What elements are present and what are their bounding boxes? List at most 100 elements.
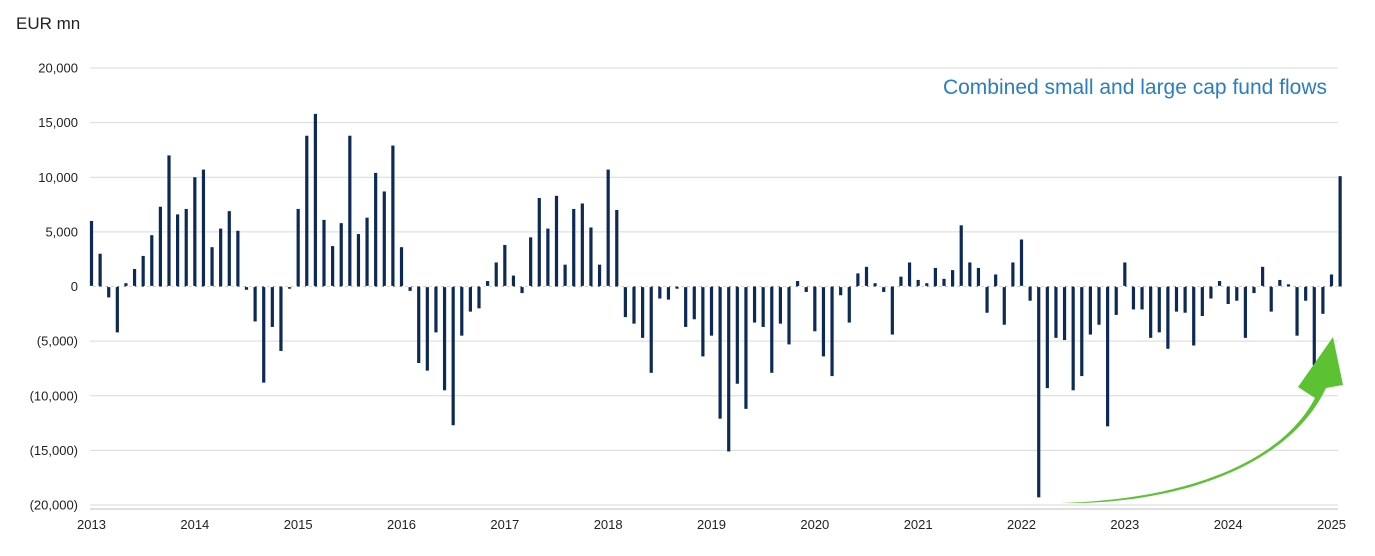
bar: [98, 253, 102, 287]
bar: [279, 286, 283, 351]
bar: [477, 286, 481, 309]
bar: [856, 273, 860, 287]
bar: [193, 177, 197, 287]
y-axis-unit-label: EUR mn: [16, 14, 81, 33]
bar: [899, 276, 903, 287]
bar: [709, 286, 714, 336]
bar: [1062, 286, 1067, 341]
y-tick-label: (15,000): [30, 443, 78, 458]
bars-layer: [89, 113, 1342, 498]
bar: [847, 286, 851, 323]
bar: [563, 264, 567, 287]
bar: [976, 267, 981, 287]
bar: [1338, 176, 1342, 287]
bar: [692, 286, 696, 320]
bar: [839, 286, 843, 296]
bar: [511, 275, 516, 287]
bar: [1278, 279, 1282, 287]
growth-arrow: [1060, 337, 1343, 504]
bar: [132, 269, 137, 287]
x-tick-label: 2022: [1007, 517, 1036, 532]
bar: [399, 247, 404, 287]
x-tick-label: 2014: [180, 517, 209, 532]
bar: [1106, 286, 1110, 427]
bar: [744, 286, 748, 409]
bar: [994, 274, 998, 287]
bar: [150, 235, 154, 287]
bar: [752, 286, 757, 323]
bar: [572, 208, 576, 287]
bar: [666, 286, 671, 300]
bar: [1269, 286, 1273, 312]
bar: [1312, 286, 1316, 366]
bar: [408, 286, 412, 291]
bar: [951, 270, 955, 287]
bar: [374, 172, 378, 287]
bar: [339, 223, 343, 287]
bar: [296, 208, 300, 287]
bar: [1028, 286, 1032, 301]
bar: [486, 281, 490, 287]
bar: [1071, 286, 1075, 391]
bar: [830, 286, 834, 377]
bar: [141, 255, 145, 287]
bar: [434, 286, 438, 333]
bar: [460, 286, 464, 336]
bar: [813, 286, 817, 332]
chart-title: Combined small and large cap fund flows: [942, 76, 1327, 99]
bar: [701, 286, 705, 357]
bar: [1019, 239, 1024, 287]
bar: [1157, 286, 1161, 333]
bar: [305, 135, 309, 287]
bar: [615, 210, 619, 287]
x-tick-label: 2016: [387, 517, 416, 532]
bar: [890, 286, 894, 335]
bar: [1183, 286, 1187, 313]
bar: [597, 264, 602, 287]
bar: [933, 267, 937, 287]
bar: [554, 195, 559, 287]
x-tick-label: 2018: [594, 517, 623, 532]
bar: [925, 283, 929, 287]
x-tick-label: 2019: [697, 517, 726, 532]
bar: [778, 286, 782, 324]
bar: [451, 286, 455, 426]
bar: [1209, 286, 1213, 299]
bar: [1131, 286, 1136, 310]
x-tick-label: 2020: [800, 517, 829, 532]
bar: [253, 286, 257, 322]
bar: [882, 286, 886, 292]
bar: [382, 191, 386, 287]
bar: [1166, 286, 1170, 349]
bar: [520, 286, 524, 294]
grid-layer: [90, 67, 1338, 506]
bar: [1226, 286, 1230, 304]
bar: [356, 234, 361, 287]
bar: [907, 262, 912, 287]
x-tick-label: 2025: [1317, 517, 1346, 532]
x-tick-label: 2013: [77, 517, 106, 532]
bar: [1304, 286, 1308, 301]
bar: [580, 203, 584, 287]
x-tick-label: 2023: [1110, 517, 1139, 532]
bar: [623, 286, 627, 318]
bar: [1192, 286, 1196, 346]
bar: [804, 286, 808, 292]
bar: [985, 286, 989, 313]
bar: [1321, 286, 1325, 314]
bar: [649, 286, 653, 373]
bar: [959, 225, 963, 287]
x-tick-label: 2017: [490, 517, 519, 532]
bar: [115, 286, 119, 333]
bar: [727, 286, 731, 452]
bar: [770, 286, 774, 373]
bar: [391, 145, 395, 287]
bar: [1045, 286, 1049, 389]
y-tick-label: (20,000): [30, 498, 78, 513]
x-tick-label: 2021: [904, 517, 933, 532]
bar: [1114, 286, 1118, 315]
bar: [1088, 286, 1092, 335]
bar: [1286, 284, 1291, 287]
bar: [675, 286, 679, 289]
